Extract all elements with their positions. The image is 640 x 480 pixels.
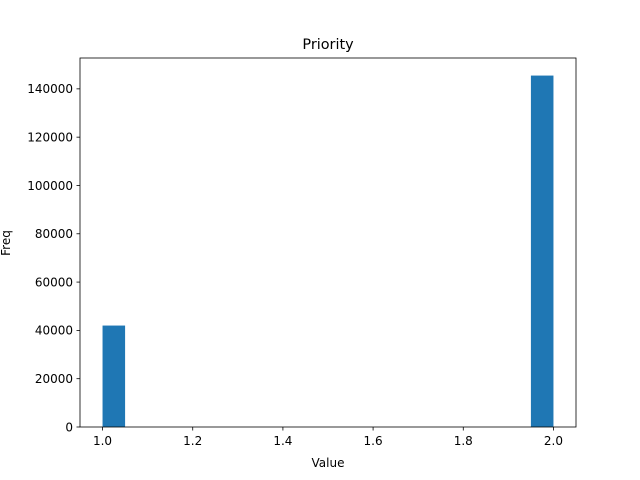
x-tick-label: 1.4: [273, 434, 292, 448]
histogram-bar: [530, 75, 554, 428]
y-tick-label: 20000: [35, 372, 73, 386]
y-tick-label: 40000: [35, 324, 73, 338]
y-tick-label: 120000: [27, 130, 73, 144]
x-tick-label: 1.6: [364, 434, 383, 448]
x-axis-ticks: 1.0 1.2 1.4 1.6 1.8 2.0: [93, 427, 563, 448]
y-tick-label: 80000: [35, 227, 73, 241]
x-axis-label: Value: [312, 456, 345, 470]
chart-title: Priority: [302, 37, 354, 53]
y-tick-label: 100000: [27, 179, 73, 193]
x-tick-label: 1.8: [454, 434, 473, 448]
y-tick-label: 140000: [27, 82, 73, 96]
bars-layer: [102, 75, 554, 428]
y-tick-label: 60000: [35, 275, 73, 289]
y-axis-label: Freq: [0, 230, 13, 256]
histogram-bar: [102, 325, 126, 427]
x-tick-label: 1.0: [93, 434, 112, 448]
x-tick-label: 2.0: [544, 434, 563, 448]
y-tick-label: 0: [65, 420, 73, 434]
x-tick-label: 1.2: [183, 434, 202, 448]
plot-frame: [79, 57, 577, 428]
y-axis-ticks: 0 20000 40000 60000 80000 100000 120000 140000: [27, 82, 80, 434]
